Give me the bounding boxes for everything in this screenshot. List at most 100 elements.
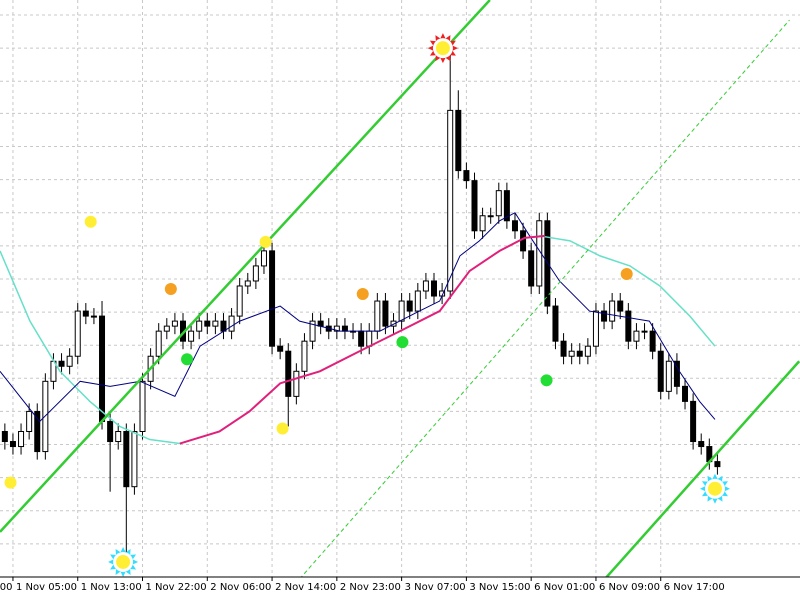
signal-dot bbox=[164, 283, 177, 296]
sun-core bbox=[116, 554, 131, 569]
signal-dot bbox=[620, 267, 633, 280]
candle-body bbox=[390, 320, 397, 327]
signal-dot bbox=[84, 215, 97, 228]
candle-body bbox=[220, 320, 227, 332]
indicator-line bbox=[300, 19, 790, 577]
candle-body bbox=[115, 430, 122, 443]
candle-body bbox=[682, 385, 689, 402]
x-tick-label: 00 bbox=[0, 582, 12, 593]
candle-body bbox=[26, 410, 33, 432]
candle-body bbox=[341, 325, 348, 332]
candle-body bbox=[414, 290, 421, 312]
candle-body bbox=[503, 190, 510, 222]
candle-body bbox=[366, 330, 373, 347]
candle-body bbox=[212, 320, 219, 327]
candle-body bbox=[690, 400, 697, 443]
candle-body bbox=[358, 330, 365, 347]
signal-dot bbox=[396, 336, 409, 349]
candle-body bbox=[382, 300, 389, 327]
candle-body bbox=[673, 360, 680, 387]
candle-body bbox=[609, 300, 616, 322]
candle-body bbox=[188, 330, 195, 342]
signal-dot bbox=[4, 476, 17, 489]
candle-body bbox=[74, 310, 81, 357]
candle-body bbox=[155, 330, 162, 357]
candle-body bbox=[463, 170, 470, 182]
candle-body bbox=[58, 360, 65, 367]
indicator-line bbox=[604, 360, 800, 577]
candle-body bbox=[204, 320, 211, 327]
signal-dot bbox=[276, 422, 289, 435]
candle-body bbox=[398, 300, 405, 322]
candle-body bbox=[66, 355, 73, 367]
x-tick-label: 3 Nov 07:00 bbox=[405, 582, 466, 593]
x-tick-label: 2 Nov 06:00 bbox=[210, 582, 271, 593]
candle-body bbox=[260, 250, 267, 267]
candle-body bbox=[592, 310, 599, 347]
candle-body bbox=[422, 280, 429, 292]
candle-body bbox=[196, 320, 203, 332]
candle-body bbox=[601, 310, 608, 322]
candle-body bbox=[1, 430, 8, 443]
candle-body bbox=[228, 315, 235, 332]
candle-body bbox=[252, 265, 259, 282]
candle-body bbox=[18, 430, 25, 448]
x-tick-label: 6 Nov 09:00 bbox=[599, 582, 660, 593]
sun-core bbox=[435, 41, 450, 56]
candle-body bbox=[560, 340, 567, 357]
indicator-line bbox=[0, 235, 716, 445]
candle-body bbox=[471, 180, 478, 232]
signal-dot bbox=[181, 353, 194, 366]
grid bbox=[0, 0, 800, 577]
indicator-line bbox=[0, 0, 491, 533]
candle-body bbox=[9, 441, 16, 448]
candle-body bbox=[617, 300, 624, 312]
candle-body bbox=[99, 315, 106, 422]
candle-body bbox=[520, 230, 527, 252]
x-tick-label: 2 Nov 23:00 bbox=[340, 582, 401, 593]
candle-body bbox=[568, 350, 575, 357]
candle-body bbox=[528, 250, 535, 287]
x-tick-label: 1 Nov 05:00 bbox=[16, 582, 77, 593]
candle-body bbox=[123, 430, 130, 488]
candle-body bbox=[333, 325, 340, 332]
candle-body bbox=[374, 300, 381, 332]
signal-sun bbox=[108, 546, 139, 577]
candle-body bbox=[171, 320, 178, 327]
indicator-line bbox=[0, 212, 716, 423]
candle-body bbox=[90, 315, 97, 318]
candle-body bbox=[82, 310, 89, 317]
candle-body bbox=[131, 430, 138, 488]
candle-body bbox=[244, 280, 251, 287]
plot-area bbox=[0, 0, 800, 577]
candle-body bbox=[584, 345, 591, 357]
candle-body bbox=[309, 320, 316, 342]
candle-body bbox=[277, 345, 284, 352]
candle-body bbox=[269, 250, 276, 347]
candle-body bbox=[487, 215, 494, 218]
candle-body bbox=[236, 285, 243, 317]
candle-body bbox=[552, 305, 559, 342]
signal-sun bbox=[427, 33, 458, 64]
candle-body bbox=[301, 340, 308, 372]
sun-core bbox=[707, 481, 722, 496]
x-axis-labels: 00 1 Nov 05:00 1 Nov 13:00 1 Nov 22:00 2 Nov… bbox=[0, 577, 725, 593]
candle-body bbox=[447, 109, 454, 292]
candle-body bbox=[139, 380, 146, 432]
candle-body bbox=[714, 461, 721, 468]
candle-body bbox=[406, 300, 413, 312]
x-tick-label: 6 Nov 01:00 bbox=[534, 582, 595, 593]
candle-body bbox=[649, 330, 656, 352]
signal-dot bbox=[356, 288, 369, 301]
candle-body bbox=[633, 330, 640, 342]
candle-body bbox=[431, 280, 438, 297]
candle-body bbox=[576, 350, 583, 357]
candle-body bbox=[511, 220, 518, 232]
candle-body bbox=[163, 325, 170, 332]
x-tick-label: 1 Nov 22:00 bbox=[146, 582, 207, 593]
candle-body bbox=[625, 310, 632, 342]
candle-body bbox=[317, 320, 324, 327]
indicator-line bbox=[179, 234, 546, 445]
